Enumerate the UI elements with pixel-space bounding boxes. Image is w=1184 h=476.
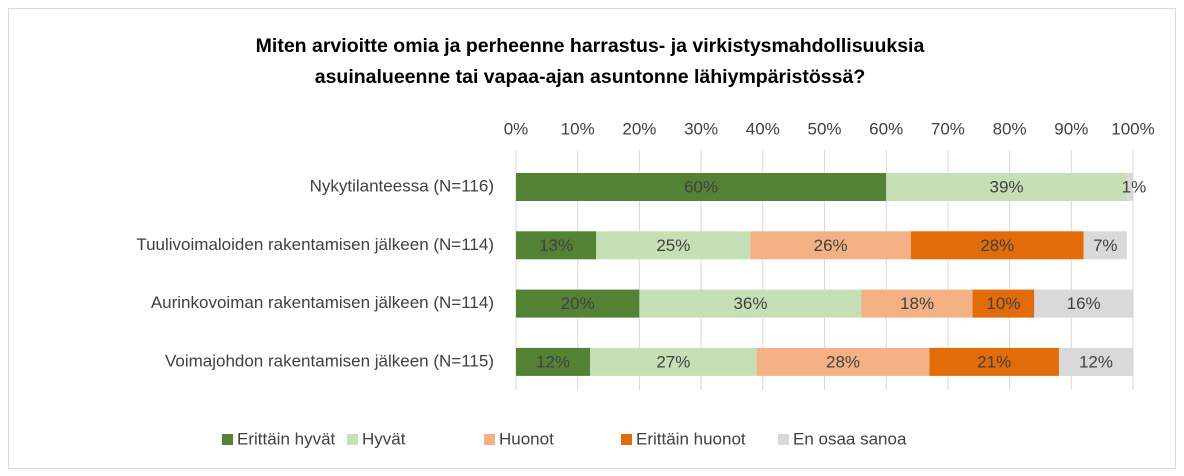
y-tick-label: Aurinkovoiman rakentamisen jälkeen (N=11… [151, 293, 494, 312]
data-label: 26% [814, 236, 848, 255]
x-tick-label: 100% [1111, 119, 1154, 138]
data-label: 25% [656, 236, 690, 255]
x-tick-label: 30% [684, 119, 718, 138]
bar-segment [590, 347, 757, 376]
bar-segment [1126, 173, 1133, 201]
bar-segment [516, 231, 597, 260]
x-tick-label: 70% [931, 119, 965, 138]
legend-label: En osaa sanoa [793, 429, 907, 448]
bar-segment [516, 289, 640, 318]
bar-segment [516, 347, 591, 376]
bar-segment [972, 289, 1035, 318]
data-label: 18% [900, 294, 934, 313]
x-tick-label: 0% [504, 119, 529, 138]
x-tick-label: 60% [869, 119, 903, 138]
x-tick-label: 40% [746, 119, 780, 138]
chart-subtitle: asuinalueenne tai vapaa-ajan asuntonne l… [315, 66, 866, 88]
data-label: 1% [1122, 177, 1147, 196]
bar-segment [639, 289, 862, 318]
x-tick-label: 90% [1054, 119, 1088, 138]
bar-segment [861, 289, 973, 318]
data-label: 16% [1067, 294, 1101, 313]
bar-segment [596, 231, 751, 260]
data-label: 21% [977, 352, 1011, 371]
x-tick-label: 50% [807, 119, 841, 138]
legend-swatch [621, 434, 632, 445]
legend-label: Huonot [499, 429, 554, 448]
data-label: 12% [536, 352, 570, 371]
legend-label: Erittäin hyvät [237, 429, 336, 448]
legend-label: Hyvät [362, 429, 406, 448]
data-label: 13% [539, 236, 573, 255]
x-tick-label: 80% [993, 119, 1027, 138]
bar-segment [929, 347, 1059, 376]
bar-segment [910, 231, 1084, 260]
bar-segment [516, 173, 887, 201]
data-label: 28% [826, 352, 860, 371]
data-label: 36% [733, 294, 767, 313]
data-label: 27% [656, 352, 690, 371]
y-tick-label: Voimajohdon rakentamisen jälkeen (N=115) [165, 351, 494, 370]
legend-swatch [484, 434, 495, 445]
bar-segment [1034, 289, 1133, 318]
x-tick-label: 10% [561, 119, 595, 138]
y-tick-label: Nykytilanteessa (N=116) [310, 176, 494, 195]
bar-segment [1058, 347, 1133, 376]
legend-swatch [347, 434, 358, 445]
y-tick-label: Tuulivoimaloiden rakentamisen jälkeen (N… [136, 235, 494, 254]
data-label: 7% [1093, 236, 1118, 255]
bar-segment [1083, 231, 1127, 260]
data-label: 28% [980, 236, 1014, 255]
data-label: 39% [989, 177, 1023, 196]
data-label: 10% [986, 294, 1020, 313]
data-label: 12% [1079, 352, 1113, 371]
legend-swatch [778, 434, 789, 445]
data-label: 60% [684, 177, 718, 196]
data-label: 20% [561, 294, 595, 313]
legend-swatch [222, 434, 233, 445]
bar-segment [756, 347, 930, 376]
x-tick-label: 20% [622, 119, 656, 138]
legend-label: Erittäin huonot [636, 429, 746, 448]
chart-title: Miten arvioitte omia ja perheenne harras… [256, 35, 925, 57]
bar-segment [750, 231, 911, 260]
bar-segment [886, 173, 1127, 201]
